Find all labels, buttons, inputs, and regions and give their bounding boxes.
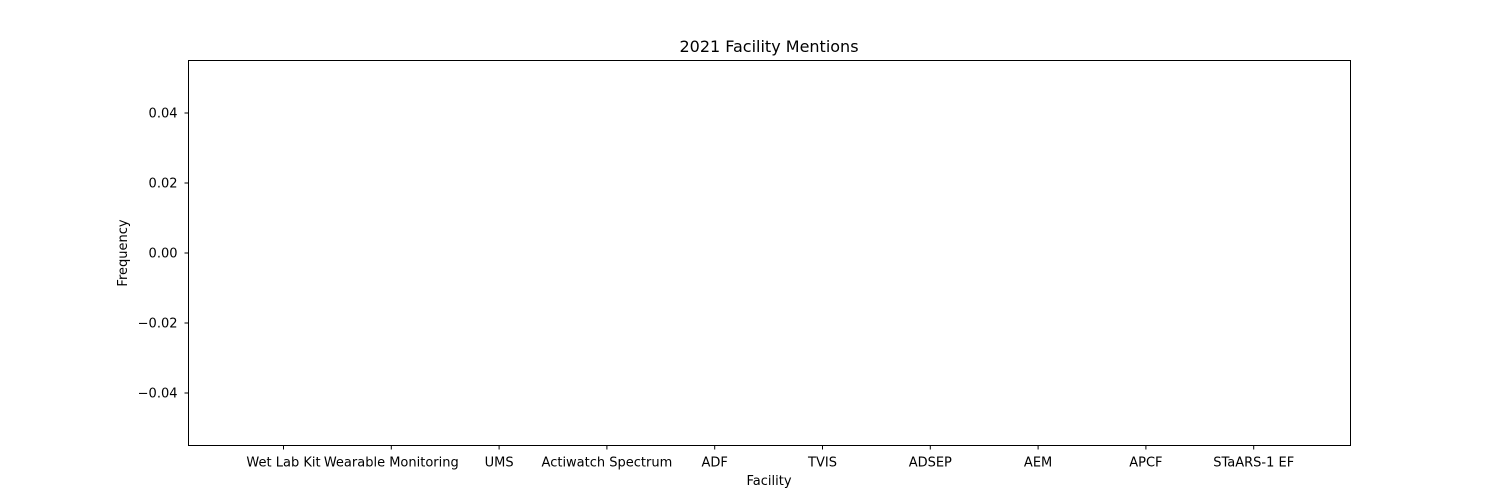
y-axis-label: Frequency bbox=[116, 219, 131, 286]
x-tick-label: TVIS bbox=[807, 456, 837, 471]
chart-title: 2021 Facility Mentions bbox=[679, 37, 858, 56]
x-tick-label: ADSEP bbox=[909, 456, 952, 471]
plot-area bbox=[188, 60, 1351, 446]
x-tick-label: APCF bbox=[1129, 456, 1162, 471]
x-tick-label: Wearable Monitoring bbox=[324, 456, 459, 471]
y-tick-label: −0.02 bbox=[138, 317, 178, 332]
y-tick-label: 0.00 bbox=[149, 247, 178, 262]
x-tick-label: STaARS-1 EF bbox=[1213, 456, 1294, 471]
x-tick-label: AEM bbox=[1024, 456, 1052, 471]
y-tick-label: 0.04 bbox=[149, 107, 178, 122]
y-tick-label: 0.02 bbox=[149, 177, 178, 192]
x-axis: Wet Lab Kit Wearable Monitoring UMS Actiwat… bbox=[246, 445, 1294, 471]
x-tick-label: Actiwatch Spectrum bbox=[542, 456, 673, 471]
x-tick-label: UMS bbox=[485, 456, 514, 471]
x-tick-label: ADF bbox=[702, 456, 728, 471]
x-axis-label: Facility bbox=[746, 474, 791, 489]
x-tick-label: Wet Lab Kit bbox=[246, 456, 320, 471]
y-tick-label: −0.04 bbox=[138, 387, 178, 402]
y-axis: −0.04 −0.02 0.00 0.02 0.04 bbox=[138, 107, 189, 402]
